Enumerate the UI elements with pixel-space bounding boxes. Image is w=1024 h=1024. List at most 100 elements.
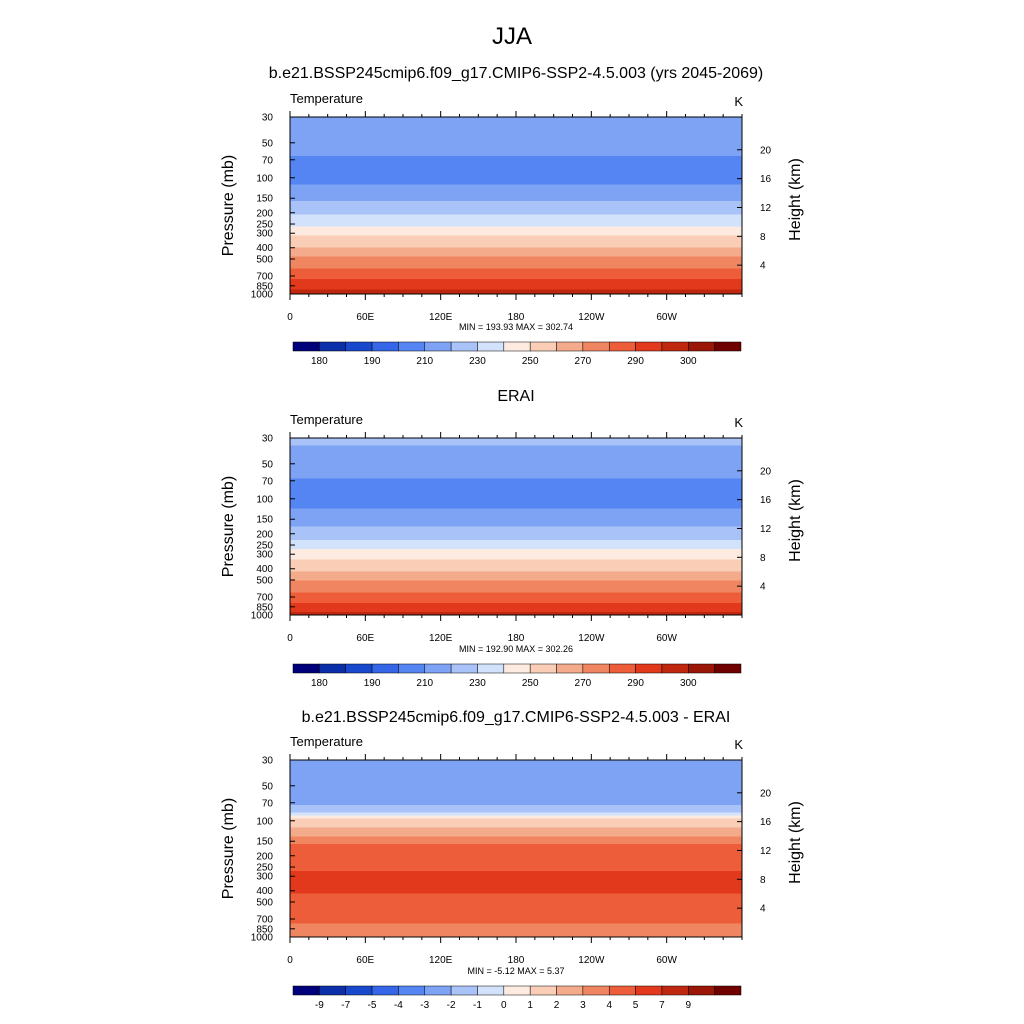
- colorbar-label: 180: [311, 356, 328, 367]
- colorbar-label: 230: [469, 356, 486, 367]
- y2-tick-label: 20: [760, 145, 772, 156]
- contour-band: [290, 549, 742, 561]
- y-tick-label: 100: [256, 494, 273, 505]
- colorbar-box: [582, 663, 610, 674]
- colorbar-box: [556, 341, 584, 352]
- colorbar-box: [635, 341, 663, 352]
- colorbar: 180 190 210 230 250 270 290 300: [292, 663, 742, 689]
- colorbar-label: -1: [473, 1000, 482, 1011]
- colorbar-label: 190: [364, 356, 381, 367]
- y-tick-label: 70: [262, 798, 274, 809]
- x-tick-label: 120W: [578, 312, 605, 323]
- colorbar-box: [714, 985, 742, 996]
- y-tick-label: 50: [262, 781, 274, 792]
- y-tick-label: 700: [256, 271, 273, 282]
- contour-band: [290, 289, 742, 294]
- y2-tick-label: 20: [760, 788, 772, 799]
- colorbar-box: [661, 341, 689, 352]
- x-tick-label: 60E: [356, 312, 374, 323]
- colorbar-box: [503, 663, 531, 674]
- y-tick-label: 700: [256, 592, 273, 603]
- y-tick-label: 300: [256, 229, 273, 240]
- main-title: JJA: [492, 23, 532, 50]
- y-tick-label: 150: [256, 194, 273, 205]
- colorbar-label: 290: [627, 678, 644, 689]
- colorbar-box: [450, 663, 478, 674]
- contour-band: [290, 117, 742, 157]
- y2-tick-label: 8: [760, 875, 766, 886]
- y2-tick-label: 12: [760, 524, 772, 535]
- colorbar-box: [292, 341, 320, 352]
- colorbar: -9 -7 -5 -4 -3 -2 -1 0 1 2 3 4 5 7 9: [292, 985, 742, 1011]
- contour-band: [290, 279, 742, 291]
- colorbar-box: [635, 985, 663, 996]
- colorbar-label: -4: [394, 1000, 403, 1011]
- colorbar-box: [556, 985, 584, 996]
- x-tick-label: 60W: [656, 955, 677, 966]
- colorbar-box: [371, 985, 399, 996]
- colorbar-box: [371, 663, 399, 674]
- panel-title: b.e21.BSSP245cmip6.f09_g17.CMIP6-SSP2-4.…: [302, 709, 731, 726]
- y-tick-label: 400: [256, 564, 273, 575]
- y-tick-label: 1000: [251, 611, 274, 622]
- colorbar-box: [661, 985, 689, 996]
- y2-axis-title: Height (km): [787, 801, 804, 884]
- y-tick-label: 70: [262, 476, 274, 487]
- x-tick-label: 120E: [429, 955, 453, 966]
- y-tick-label: 30: [262, 113, 274, 124]
- x-tick-label: 180: [508, 312, 525, 323]
- colorbar-box: [424, 985, 452, 996]
- contour-band: [290, 226, 742, 237]
- colorbar-box: [292, 663, 320, 674]
- colorbar-box: [582, 341, 610, 352]
- y2-tick-label: 16: [760, 174, 772, 185]
- colorbar-box: [529, 341, 557, 352]
- y-tick-label: 300: [256, 550, 273, 561]
- colorbar-label: 300: [680, 356, 697, 367]
- variable-label: Temperature: [290, 734, 363, 749]
- y-tick-label: 400: [256, 243, 273, 254]
- y2-tick-label: 4: [760, 904, 766, 915]
- colorbar-label: 270: [575, 678, 592, 689]
- colorbar-box: [398, 985, 426, 996]
- contour-band: [290, 156, 742, 186]
- contour-band: [290, 760, 742, 806]
- colorbar-label: -2: [447, 1000, 456, 1011]
- y2-tick-label: 8: [760, 553, 766, 564]
- contour-band: [290, 268, 742, 280]
- colorbar-box: [582, 985, 610, 996]
- contour-band: [290, 592, 742, 604]
- contour-band: [290, 247, 742, 258]
- colorbar-box: [688, 985, 715, 996]
- colorbar-label: 3: [580, 1000, 586, 1011]
- colorbar-box: [556, 663, 584, 674]
- y-tick-label: 250: [256, 863, 273, 874]
- x-tick-label: 60E: [356, 955, 374, 966]
- y-axis-title: Pressure (mb): [220, 798, 237, 899]
- colorbar-box: [398, 663, 426, 674]
- y2-tick-label: 12: [760, 846, 772, 857]
- colorbar-label: 9: [686, 1000, 692, 1011]
- units-label: K: [734, 415, 743, 430]
- colorbar-label: -3: [420, 1000, 429, 1011]
- contour-band: [290, 836, 742, 845]
- colorbar-box: [529, 985, 557, 996]
- y-tick-label: 500: [256, 576, 273, 587]
- colorbar-label: 300: [680, 678, 697, 689]
- colorbar-label: 5: [633, 1000, 639, 1011]
- colorbar-label: -5: [368, 1000, 377, 1011]
- stats-label: MIN = 192.90 MAX = 302.26: [459, 644, 573, 654]
- x-tick-label: 60E: [356, 633, 374, 644]
- colorbar-box: [635, 663, 663, 674]
- contour-band: [290, 923, 742, 937]
- contour-band: [290, 812, 742, 817]
- colorbar-box: [371, 341, 399, 352]
- colorbar-box: [345, 985, 373, 996]
- contour-band: [290, 827, 742, 838]
- contour-band: [290, 559, 742, 573]
- colorbar-label: 0: [501, 1000, 507, 1011]
- x-tick-label: 60W: [656, 312, 677, 323]
- y2-axis-title: Height (km): [787, 479, 804, 562]
- colorbar-box: [345, 663, 373, 674]
- contour-band: [290, 445, 742, 480]
